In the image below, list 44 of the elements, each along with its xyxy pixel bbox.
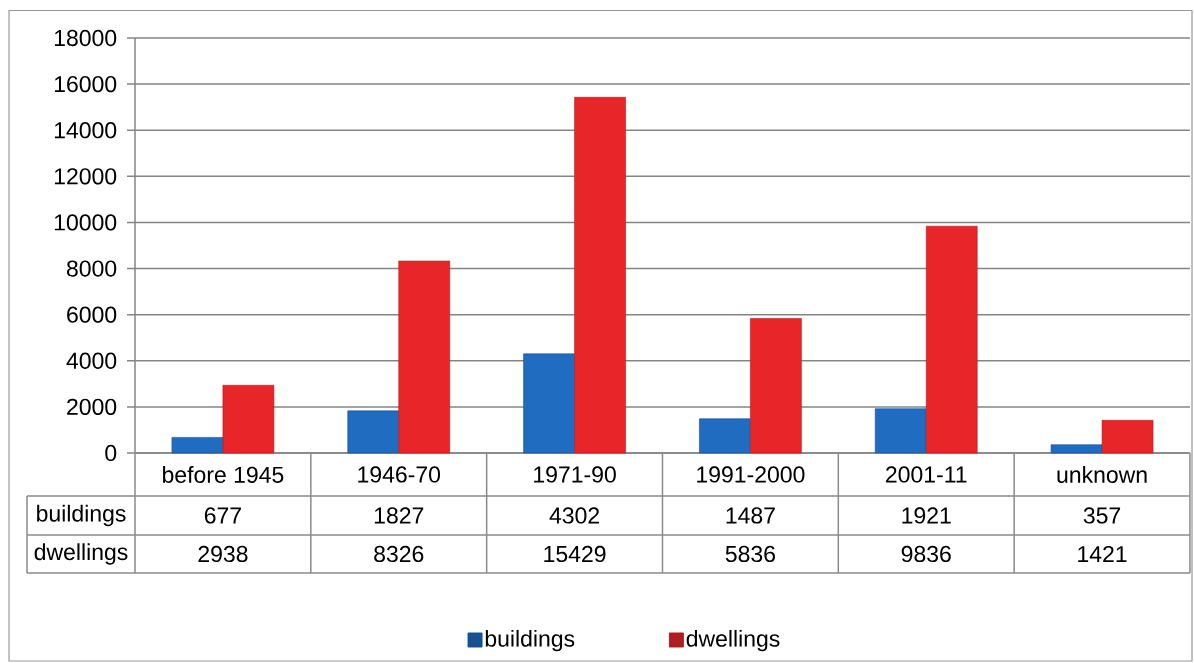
- text: buildings: [37, 504, 126, 527]
- y-tick-label: 12000: [54, 168, 117, 185]
- data-label: 1421: [1078, 545, 1127, 563]
- bar: [699, 418, 751, 454]
- legend-label: buildings: [485, 629, 575, 652]
- x-tick-label: before 1945: [163, 466, 284, 483]
- y-tick-label: 4000: [66, 352, 117, 369]
- bar: [574, 96, 626, 454]
- data-label: 4302: [549, 507, 599, 524]
- y-tick-label: 16000: [54, 75, 117, 93]
- data-label: 2938: [198, 545, 248, 563]
- x-tick-label: 2001-11: [886, 466, 967, 483]
- bar: [171, 437, 224, 454]
- data-label: 677: [204, 507, 241, 524]
- data-label: 5836: [725, 545, 775, 563]
- data-label: 1827: [374, 507, 424, 524]
- x-tick-label: 1971-90: [534, 466, 616, 483]
- x-tick-label: unknown: [1057, 466, 1147, 483]
- data-label: 1921: [902, 507, 951, 524]
- bar: [1050, 444, 1103, 454]
- data-label: 8326: [374, 545, 424, 563]
- y-tick-label: 2000: [67, 398, 117, 416]
- y-tick-label: 8000: [66, 260, 117, 277]
- bar: [398, 260, 451, 454]
- bar: [925, 225, 978, 454]
- bar: [523, 353, 575, 454]
- text: dwellings: [34, 543, 128, 565]
- data-label: 357: [1083, 507, 1121, 524]
- data-label: 15429: [544, 545, 606, 563]
- bar: [750, 318, 802, 454]
- bar: [347, 410, 400, 454]
- y-tick-label: 18000: [54, 29, 117, 47]
- data-label: 1487: [726, 507, 775, 524]
- x-tick-label: 1991-2000: [697, 466, 805, 483]
- x-tick-label: 1946-70: [358, 466, 441, 483]
- legend-label: dwellings: [686, 629, 780, 652]
- y-tick-label: 6000: [67, 306, 117, 323]
- bar: [222, 384, 275, 454]
- bar: [1101, 419, 1154, 454]
- bar: [874, 408, 927, 454]
- y-tick-label: 0: [105, 444, 117, 462]
- y-tick-label: 10000: [54, 214, 117, 231]
- data-label: 9836: [901, 545, 951, 563]
- y-tick-label: 14000: [54, 122, 117, 139]
